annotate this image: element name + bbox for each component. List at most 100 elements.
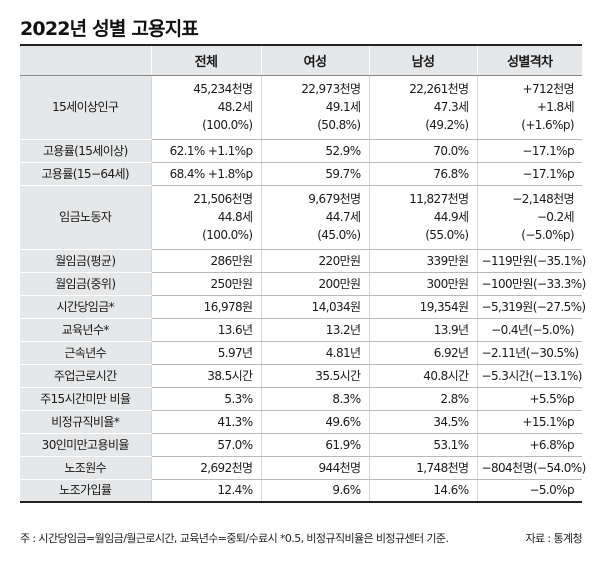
cell-value: 53.1% xyxy=(433,437,469,452)
cell-value: 14.6% xyxy=(433,483,469,498)
table-row: 시간당임금* 16,978원 14,034원 19,354원 −5,319원(−27.5… xyxy=(20,295,586,319)
cell-value: 2.8% xyxy=(440,391,469,406)
cell-value: −5.0%p xyxy=(529,483,574,498)
cell-value: 1,748천명 xyxy=(416,460,469,475)
cell-value: 944천명 xyxy=(318,460,362,475)
table-row: 임금노동자 21,506천명 44.8세 (100.0%) 9,679천명 44.7세 (4… xyxy=(20,185,582,250)
cell-value: 57.0% xyxy=(217,437,253,452)
cell-total: 21,506천명 44.8세 (100.0%) xyxy=(150,185,261,250)
cell-value: −119만원(−35.1%) xyxy=(481,253,587,268)
cell-total: 286만원 xyxy=(150,249,261,273)
cell-value: +6.8%p xyxy=(529,437,574,452)
table-row: 노조가입률 12.4% 9.6% 14.6% −5.0%p xyxy=(20,479,582,503)
cell-value: (−5.0%p) xyxy=(521,228,574,242)
cell-value: 62.1% +1.1%p xyxy=(169,143,254,158)
cell-gap: +5.5%p xyxy=(476,387,582,411)
cell-value: 44.8세 xyxy=(217,210,253,224)
cell-male: 11,827천명 44.9세 (55.0%) xyxy=(368,185,477,250)
cell-male: 70.0% xyxy=(368,139,477,163)
footnote: 주 : 시간당임금=월임금/월근로시간, 교육년수=중퇴/수료시 *0.5, 비… xyxy=(20,532,449,545)
table-row: 월임금(중위) 250만원 200만원 300만원 −100만원(−33.3%) xyxy=(20,272,587,296)
cell-value: 6.92년 xyxy=(433,345,469,360)
cell-value: 5.3% xyxy=(224,391,253,406)
cell-value: (55.0%) xyxy=(425,228,469,242)
cell-value: 286만원 xyxy=(210,253,254,268)
cell-value: 41.3% xyxy=(217,414,253,429)
cell-value: 45,234천명 xyxy=(193,82,253,96)
cell-total: 16,978원 xyxy=(150,295,261,319)
cell-gap: −17.1%p xyxy=(476,162,582,186)
table-row: 월임금(평균) 286만원 220만원 339만원 −119만원(−35.1%) xyxy=(20,249,587,273)
cell-male: 19,354원 xyxy=(368,295,477,319)
cell-value: (50.8%) xyxy=(317,118,361,132)
cell-value: 13.9년 xyxy=(433,322,469,337)
cell-total: 62.1% +1.1%p xyxy=(150,139,261,163)
table-row: 근속년수 5.97년 4.81년 6.92년 −2.11년(−30.5%) xyxy=(20,341,582,365)
table-row: 고용률(15세이상) 62.1% +1.1%p 52.9% 70.0% −17.1%p xyxy=(20,139,582,163)
cell-value: −17.1%p xyxy=(522,166,574,181)
cell-gap: −5.3시간(−13.1%) xyxy=(476,364,582,388)
cell-gap: −119만원(−35.1%) xyxy=(476,249,587,273)
cell-value: 200만원 xyxy=(318,276,362,291)
cell-value: 35.5시간 xyxy=(315,368,361,383)
row-label: 월임금(중위) xyxy=(20,272,151,296)
table-row: 30인미만고용비율 57.0% 61.9% 53.1% +6.8%p xyxy=(20,433,582,457)
cell-value: 9,679천명 xyxy=(308,192,361,206)
cell-value: 339만원 xyxy=(426,253,470,268)
cell-value: −0.4년(−5.0%) xyxy=(491,322,574,337)
cell-female: 13.2년 xyxy=(260,318,369,342)
cell-value: −100만원(−33.3%) xyxy=(481,276,587,291)
cell-gap: +15.1%p xyxy=(476,410,582,434)
table-row: 주15시간미만 비율 5.3% 8.3% 2.8% +5.5%p xyxy=(20,387,582,411)
table-row: 교육년수* 13.6년 13.2년 13.9년 −0.4년(−5.0%) xyxy=(20,318,582,342)
cell-value: 8.3% xyxy=(332,391,361,406)
cell-gap: −5,319원(−27.5%) xyxy=(476,295,586,319)
row-label: 고용률(15세이상) xyxy=(20,139,151,163)
row-label: 교육년수* xyxy=(20,318,151,342)
cell-male: 1,748천명 xyxy=(368,456,477,480)
table-body: 15세이상인구 45,234천명 48.2세 (100.0%) 22,973천명 49.1… xyxy=(20,75,587,503)
cell-male: 14.6% xyxy=(368,479,477,503)
cell-gap: −2.11년(−30.5%) xyxy=(476,341,582,365)
cell-value: 70.0% xyxy=(433,143,469,158)
cell-value: 2,692천명 xyxy=(200,460,253,475)
cell-value: 61.9% xyxy=(325,437,361,452)
cell-value: −17.1%p xyxy=(522,143,574,158)
cell-female: 49.6% xyxy=(260,410,369,434)
cell-gap: −2,148천명 −0.2세 (−5.0%p) xyxy=(476,185,582,250)
cell-value: 9.6% xyxy=(332,483,361,498)
cell-value: 21,506천명 xyxy=(193,192,253,206)
cell-value: 38.5시간 xyxy=(207,368,253,383)
row-label: 노조가입률 xyxy=(20,479,151,503)
cell-gap: −804천명(−54.0%) xyxy=(476,456,586,480)
cell-female: 61.9% xyxy=(260,433,369,457)
cell-value: 11,827천명 xyxy=(409,192,469,206)
table-row: 고용률(15−64세) 68.4% +1.8%p 59.7% 76.8% −17.1%p xyxy=(20,162,582,186)
cell-total: 38.5시간 xyxy=(150,364,261,388)
cell-value: 12.4% xyxy=(217,483,253,498)
cell-female: 35.5시간 xyxy=(260,364,369,388)
row-label: 15세이상인구 xyxy=(20,75,151,140)
cell-value: 49.1세 xyxy=(325,100,361,114)
row-label: 임금노동자 xyxy=(20,185,151,250)
cell-female: 9.6% xyxy=(260,479,369,503)
cell-value: 59.7% xyxy=(325,166,361,181)
row-label: 30인미만고용비율 xyxy=(20,433,151,457)
cell-total: 2,692천명 xyxy=(150,456,261,480)
cell-gap: +6.8%p xyxy=(476,433,582,457)
cell-male: 2.8% xyxy=(368,387,477,411)
cell-value: (+1.6%p) xyxy=(521,118,574,132)
table-row: 15세이상인구 45,234천명 48.2세 (100.0%) 22,973천명 49.1… xyxy=(20,75,582,140)
cell-value: −2,148천명 xyxy=(512,192,574,206)
cell-total: 45,234천명 48.2세 (100.0%) xyxy=(150,75,261,140)
cell-male: 6.92년 xyxy=(368,341,477,365)
cell-value: 40.8시간 xyxy=(423,368,469,383)
cell-total: 5.3% xyxy=(150,387,261,411)
cell-value: 5.97년 xyxy=(217,345,253,360)
cell-total: 68.4% +1.8%p xyxy=(150,162,261,186)
cell-value: 19,354원 xyxy=(419,299,469,314)
cell-value: 14,034원 xyxy=(311,299,361,314)
cell-male: 22,261천명 47.3세 (49.2%) xyxy=(368,75,477,140)
cell-value: +712천명 xyxy=(522,82,575,96)
row-label: 시간당임금* xyxy=(20,295,151,319)
